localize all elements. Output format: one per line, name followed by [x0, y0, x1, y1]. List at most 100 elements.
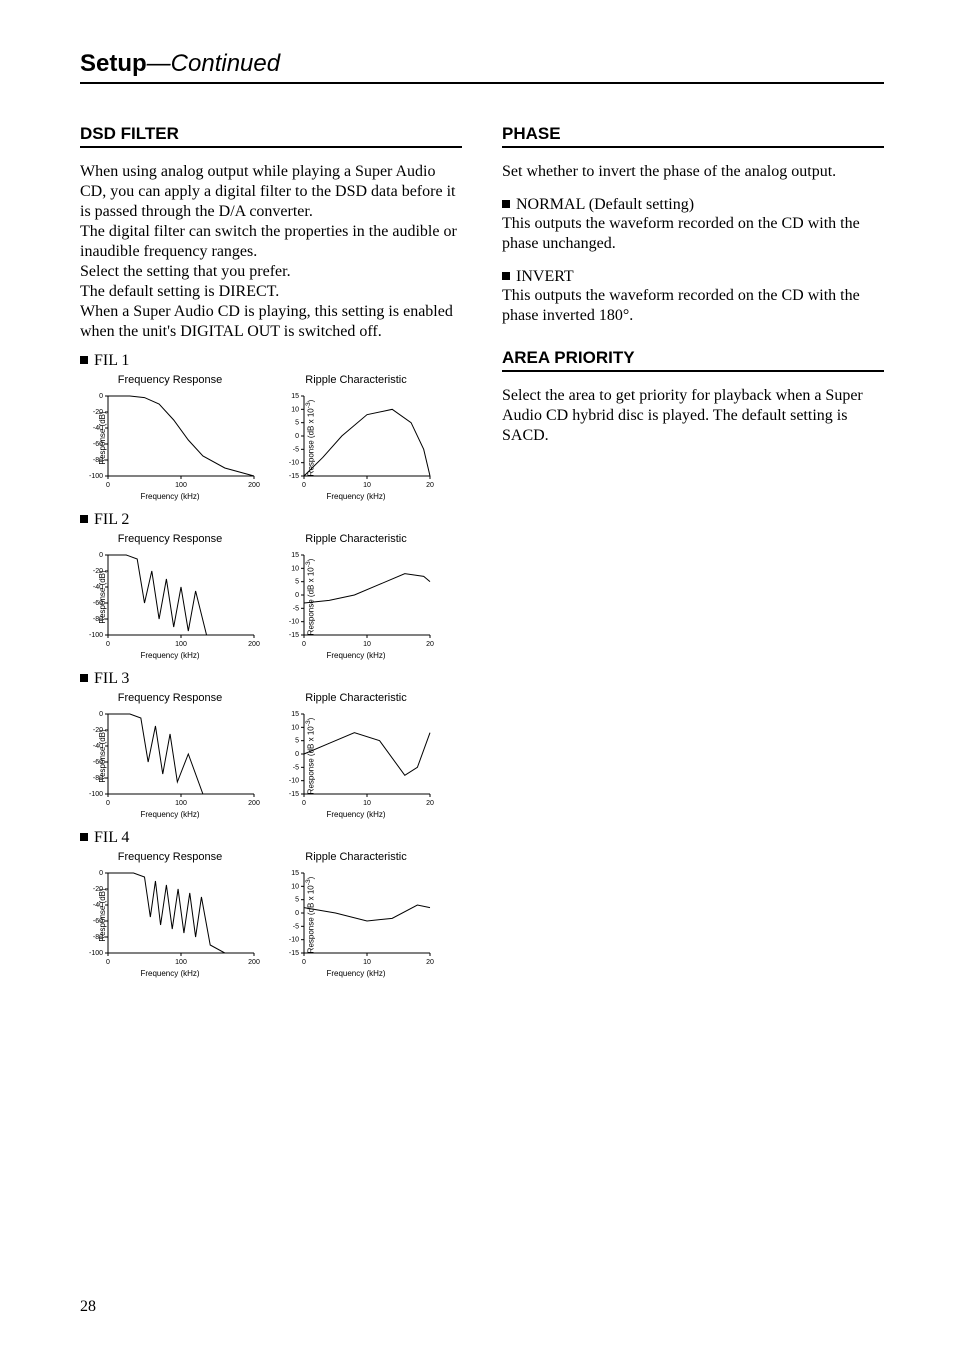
svg-text:15: 15: [291, 711, 299, 718]
invert-text: This outputs the waveform recorded on th…: [502, 286, 884, 326]
svg-text:-10: -10: [289, 460, 299, 467]
chart: Ripple Characteristic Response (dB x 10-…: [276, 692, 436, 819]
svg-text:0: 0: [295, 592, 299, 599]
header-bold: Setup: [80, 50, 147, 77]
chart-title: Ripple Characteristic: [276, 533, 436, 545]
bullet-icon: [502, 200, 510, 208]
svg-text:-15: -15: [289, 632, 299, 639]
bullet-icon: [80, 515, 88, 523]
page-number: 28: [80, 1298, 96, 1316]
invert-label-text: INVERT: [516, 268, 574, 285]
chart: Ripple Characteristic Response (dB x 10-…: [276, 533, 436, 660]
svg-text:100: 100: [175, 959, 187, 966]
y-axis-label: Response (dB): [98, 729, 107, 782]
svg-text:10: 10: [363, 959, 371, 966]
svg-text:0: 0: [302, 959, 306, 966]
svg-text:200: 200: [248, 641, 260, 648]
y-axis-label: Response (dB x 10-3): [305, 876, 316, 953]
svg-text:-15: -15: [289, 950, 299, 957]
svg-text:15: 15: [291, 393, 299, 400]
chart: Frequency Response Response (dB) 0-20-40…: [80, 533, 260, 660]
x-axis-label: Frequency (kHz): [276, 969, 436, 978]
chart-title: Frequency Response: [80, 533, 260, 545]
page-header: Setup—Continued: [80, 50, 884, 84]
svg-text:100: 100: [175, 641, 187, 648]
svg-text:0: 0: [295, 910, 299, 917]
svg-text:-5: -5: [293, 605, 299, 612]
chart: Ripple Characteristic Response (dB x 10-…: [276, 851, 436, 978]
x-axis-label: Frequency (kHz): [80, 651, 260, 660]
svg-text:10: 10: [291, 406, 299, 413]
svg-text:-5: -5: [293, 764, 299, 771]
fil-label: FIL 2: [80, 511, 462, 529]
svg-text:20: 20: [426, 482, 434, 489]
svg-text:200: 200: [248, 959, 260, 966]
bullet-icon: [80, 833, 88, 841]
phase-intro: Set whether to invert the phase of the a…: [502, 162, 884, 182]
y-axis-label: Response (dB x 10-3): [305, 399, 316, 476]
invert-block: INVERT This outputs the waveform recorde…: [502, 268, 884, 326]
svg-text:-15: -15: [289, 791, 299, 798]
chart: Ripple Characteristic Response (dB x 10-…: [276, 374, 436, 501]
normal-text: This outputs the waveform recorded on th…: [502, 214, 884, 254]
chart-row: Frequency Response Response (dB) 0-20-40…: [80, 374, 462, 501]
svg-text:10: 10: [363, 641, 371, 648]
svg-text:-10: -10: [289, 937, 299, 944]
phase-title: PHASE: [502, 124, 884, 148]
y-axis-label: Response (dB x 10-3): [305, 558, 316, 635]
y-axis-label: Response (dB): [98, 888, 107, 941]
chart: Frequency Response Response (dB) 0-20-40…: [80, 692, 260, 819]
fil-label: FIL 1: [80, 352, 462, 370]
header-italic: —Continued: [147, 50, 280, 77]
right-column: PHASE Set whether to invert the phase of…: [502, 124, 884, 984]
normal-label-text: NORMAL (Default setting): [516, 196, 694, 213]
chart: Frequency Response Response (dB) 0-20-40…: [80, 851, 260, 978]
svg-text:-100: -100: [89, 632, 103, 639]
fil-label: FIL 4: [80, 829, 462, 847]
svg-text:10: 10: [363, 482, 371, 489]
chart-row: Frequency Response Response (dB) 0-20-40…: [80, 533, 462, 660]
x-axis-label: Frequency (kHz): [80, 492, 260, 501]
svg-text:5: 5: [295, 579, 299, 586]
svg-text:-100: -100: [89, 950, 103, 957]
chart-title: Ripple Characteristic: [276, 374, 436, 386]
svg-text:-5: -5: [293, 446, 299, 453]
chart-title: Frequency Response: [80, 851, 260, 863]
chart-title: Ripple Characteristic: [276, 851, 436, 863]
svg-text:0: 0: [99, 393, 103, 400]
svg-text:100: 100: [175, 800, 187, 807]
svg-text:10: 10: [363, 800, 371, 807]
svg-text:0: 0: [99, 870, 103, 877]
content-columns: DSD FILTER When using analog output whil…: [80, 124, 884, 984]
x-axis-label: Frequency (kHz): [276, 651, 436, 660]
svg-text:100: 100: [175, 482, 187, 489]
chart-row: Frequency Response Response (dB) 0-20-40…: [80, 692, 462, 819]
normal-block: NORMAL (Default setting) This outputs th…: [502, 196, 884, 254]
bullet-icon: [80, 356, 88, 364]
dsd-filter-title: DSD FILTER: [80, 124, 462, 148]
chart-title: Ripple Characteristic: [276, 692, 436, 704]
left-column: DSD FILTER When using analog output whil…: [80, 124, 462, 984]
svg-text:0: 0: [295, 751, 299, 758]
svg-text:0: 0: [106, 641, 110, 648]
svg-text:0: 0: [106, 800, 110, 807]
svg-text:20: 20: [426, 800, 434, 807]
y-axis-label: Response (dB): [98, 570, 107, 623]
bullet-icon: [502, 272, 510, 280]
chart: Frequency Response Response (dB) 0-20-40…: [80, 374, 260, 501]
svg-text:0: 0: [106, 482, 110, 489]
y-axis-label: Response (dB x 10-3): [305, 717, 316, 794]
svg-text:0: 0: [295, 433, 299, 440]
svg-text:10: 10: [291, 883, 299, 890]
chart-row: Frequency Response Response (dB) 0-20-40…: [80, 851, 462, 978]
svg-text:-100: -100: [89, 473, 103, 480]
svg-text:0: 0: [302, 800, 306, 807]
svg-text:15: 15: [291, 552, 299, 559]
area-priority-text: Select the area to get priority for play…: [502, 386, 884, 446]
svg-text:200: 200: [248, 482, 260, 489]
svg-text:20: 20: [426, 641, 434, 648]
svg-text:5: 5: [295, 738, 299, 745]
y-axis-label: Response (dB): [98, 411, 107, 464]
svg-text:15: 15: [291, 870, 299, 877]
chart-title: Frequency Response: [80, 692, 260, 704]
